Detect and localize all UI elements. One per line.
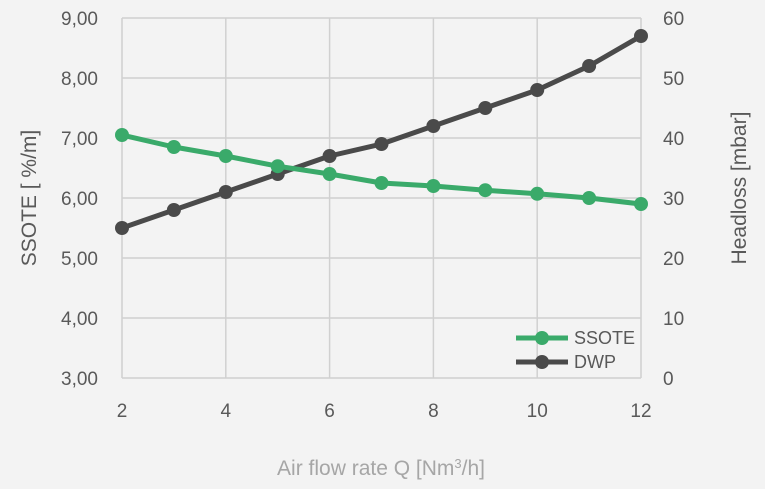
dwp-data-point [634, 29, 648, 43]
ssote-legend-label: SSOTE [574, 328, 635, 348]
y-tick-label: 5,00 [61, 249, 98, 270]
y-axis-title: SSOTE [ %/m] [18, 130, 41, 267]
x-tick-label: 2 [117, 401, 128, 422]
y-tick-label: 9,00 [61, 9, 98, 30]
y2-axis-title: Headloss [mbar] [728, 112, 751, 265]
y2-tick-label: 60 [663, 9, 684, 30]
dwp-legend-label: DWP [574, 352, 616, 372]
y2-tick-label: 20 [663, 249, 684, 270]
y2-tick-label: 40 [663, 129, 684, 150]
series-layer [115, 29, 648, 235]
ssote-data-point [271, 159, 285, 173]
x-tick-label: 10 [527, 401, 548, 422]
ssote-data-point [426, 179, 440, 193]
y2-tick-label: 50 [663, 69, 684, 90]
dwp-data-point [582, 59, 596, 73]
dwp-data-point [375, 137, 389, 151]
dwp-data-point [323, 149, 337, 163]
x-tick-label: 6 [324, 401, 335, 422]
y-tick-label: 6,00 [61, 189, 98, 210]
y-tick-label: 8,00 [61, 69, 98, 90]
y2-tick-label: 10 [663, 309, 684, 330]
y-tick-label: 4,00 [61, 309, 98, 330]
y-tick-label: 7,00 [61, 129, 98, 150]
dwp-legend-marker [535, 355, 549, 369]
x-tick-label: 4 [221, 401, 232, 422]
legend: SSOTE DWP [516, 328, 635, 372]
ssote-data-point [375, 176, 389, 190]
ssote-data-point [219, 149, 233, 163]
x-axis-title: Air flow rate Q [Nm3/h] [277, 456, 485, 481]
ssote-data-point [115, 128, 129, 142]
y2-tick-label: 30 [663, 189, 684, 210]
x-tick-label: 8 [428, 401, 439, 422]
dwp-data-point [167, 203, 181, 217]
ssote-data-point [582, 191, 596, 205]
dwp-data-point [219, 185, 233, 199]
y2-tick-label: 0 [663, 369, 674, 390]
x-tick-label: 12 [630, 401, 651, 422]
ssote-data-point [478, 183, 492, 197]
dwp-data-point [478, 101, 492, 115]
ssote-data-point [530, 187, 544, 201]
y-tick-label: 3,00 [61, 369, 98, 390]
ssote-data-point [323, 167, 337, 181]
dwp-data-point [115, 221, 129, 235]
dwp-data-point [530, 83, 544, 97]
dwp-series-line [122, 36, 641, 228]
ssote-data-point [167, 140, 181, 154]
dwp-data-point [426, 119, 440, 133]
ssote-data-point [634, 197, 648, 211]
ssote-legend-marker [535, 331, 549, 345]
